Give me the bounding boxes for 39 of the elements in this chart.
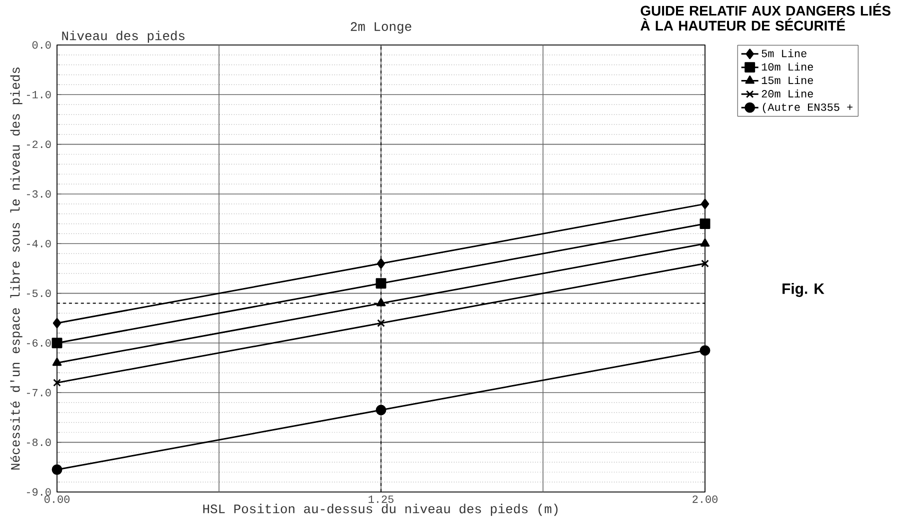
y-tick-label: 0.0 [32, 41, 51, 49]
point [376, 258, 386, 269]
y-tick-label: -5.0 [26, 290, 51, 298]
x-tick-label: 0.00 [44, 496, 70, 503]
y-tick-label: -2.0 [26, 140, 51, 148]
text: Niveau des pieds [62, 30, 184, 43]
point [376, 404, 386, 416]
text: GUIDE RELATIF AUX DANGERS LIÉS À LA HAUTEUR DE SÉCURITÉ [640, 3, 890, 31]
legend-label: 10m Line [762, 62, 813, 71]
point [52, 338, 62, 348]
point [700, 198, 710, 210]
point [700, 218, 710, 230]
point [700, 345, 710, 356]
y-tick-label: -1.0 [26, 90, 51, 98]
point [700, 238, 710, 247]
y-tick-label: -6.0 [26, 339, 51, 347]
legend-label: (Autre EN355 + [762, 102, 853, 114]
y-tick-label: -8.0 [26, 438, 51, 446]
x-tick-label: 2.00 [692, 496, 718, 503]
y-tick-label: -4.0 [26, 240, 51, 248]
point [52, 464, 62, 475]
point [377, 319, 385, 328]
point [52, 318, 62, 328]
legend-label: 5m Line [762, 49, 806, 58]
y-axis-title: Nécessité d'un espace libre sous le niveau des pieds [10, 68, 22, 470]
x-axis-title: HSL Position au-dessus du niveau des pieds (m) [203, 504, 558, 516]
point [701, 260, 709, 268]
point [52, 358, 62, 366]
legend-label: 20m Line [762, 89, 813, 98]
point [53, 378, 61, 387]
text: Fig. K [782, 282, 824, 297]
point [376, 278, 386, 289]
y-tick-label: -9.0 [26, 488, 51, 496]
y-tick-label: -3.0 [26, 190, 51, 198]
chart-title: 2m Longe [350, 22, 412, 34]
y-tick-label: -7.0 [26, 388, 51, 396]
point [376, 298, 386, 306]
legend-label: 15m Line [762, 76, 813, 84]
x-tick-label: 1.25 [368, 496, 394, 503]
